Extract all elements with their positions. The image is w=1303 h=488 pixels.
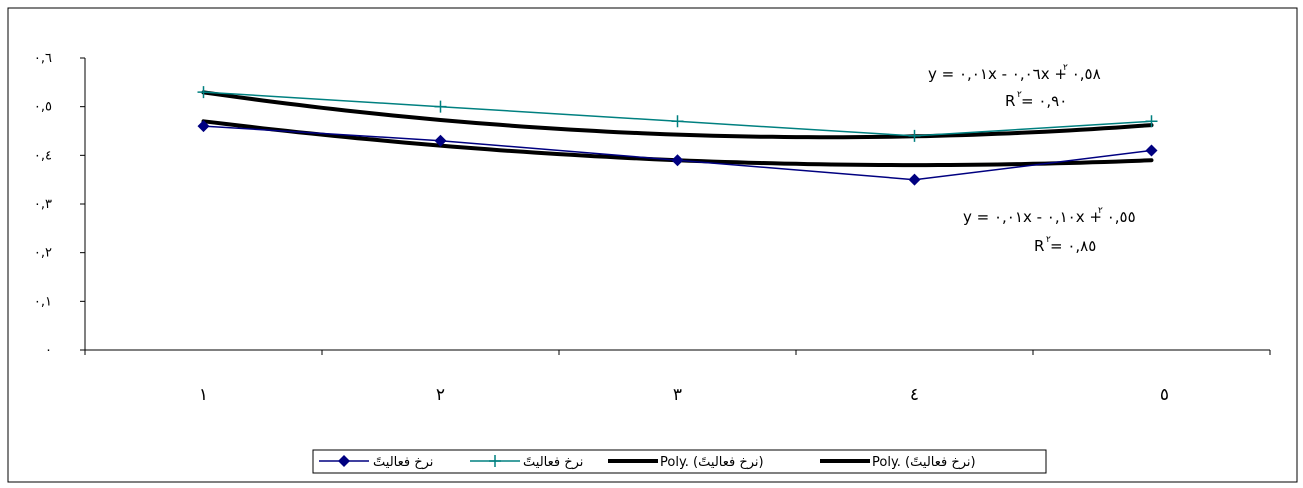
svg-text:y = ٠,٠١x - ٠,٠٦x + ٠,٥٨: y = ٠,٠١x - ٠,٠٦x + ٠,٥٨: [928, 65, 1101, 83]
trendline-equation-lower: y = ٠,٠١x - ٠,١٠x + ٠,٥٥ ٢ R ٢ = ٠,٨٥: [963, 206, 1136, 255]
trendline-curve: [201, 90, 1154, 140]
legend-item-series-1: نرخ فعاليتً: [319, 455, 433, 470]
y-tick-label: ٠,٦: [34, 51, 52, 66]
legend-label: نرخ فعاليتً: [523, 455, 583, 470]
y-tick-label: ٠: [45, 343, 52, 358]
data-point-plus: [671, 115, 684, 128]
chart-area-border: [7, 7, 1298, 483]
x-tick-label: ٣: [673, 385, 682, 405]
legend-box: [312, 449, 1047, 474]
data-point-plus: [434, 100, 447, 113]
data-point-diamond: [434, 134, 447, 147]
x-tick-label: ١: [199, 385, 208, 405]
data-point-plus: [908, 129, 921, 142]
x-tick-label: ٥: [1160, 385, 1169, 405]
y-ticks: ٠ ٠,١ ٠,٢ ٠,٣ ٠,٤ ٠,٥ ٠,٦: [34, 51, 85, 358]
plus-marker-icon: [489, 455, 501, 467]
r2-value: = ٠,٨٥: [1050, 237, 1096, 255]
legend-item-series-2: نرخ فعاليتً: [470, 455, 583, 470]
y-tick-label: ٠,٤: [34, 148, 52, 163]
y-tick-label: ٠,٣: [34, 197, 52, 212]
legend-label: Poly. (نرخ فعاليتً): [872, 455, 976, 470]
trendline-equation-upper: y = ٠,٠١x - ٠,٠٦x + ٠,٥٨ ٢ R ٢ = ٠,٩٠: [928, 63, 1101, 110]
r2-value: = ٠,٩٠: [1021, 92, 1067, 110]
data-point-diamond: [197, 120, 210, 133]
x-tick-label: ٤: [910, 385, 919, 405]
data-point-diamond: [1145, 144, 1158, 157]
legend-label: نرخ فعاليتً: [373, 455, 433, 470]
r2-prefix: R: [1005, 92, 1015, 110]
data-point-diamond: [908, 173, 921, 186]
equation-exponent: ٢: [1063, 63, 1068, 73]
legend: نرخ فعاليتً نرخ فعاليتً Poly. (نرخ فعالي…: [312, 449, 1047, 474]
y-tick-label: ٠,٥: [34, 100, 52, 115]
series: [197, 86, 1158, 186]
data-point-plus: [197, 86, 210, 99]
equation-text: y = ٠,٠١x - ٠,٠٦x + ٠,٥٨: [928, 65, 1101, 83]
equation-exponent: ٢: [1098, 206, 1103, 216]
legend-label: Poly. (نرخ فعاليتً): [660, 455, 764, 470]
svg-text:= ٠,٨٥: = ٠,٨٥: [1050, 237, 1096, 255]
equation-text: y = ٠,٠١x - ٠,١٠x + ٠,٥٥: [963, 208, 1136, 226]
svg-text:y = ٠,٠١x - ٠,١٠x + ٠,٥٥: y = ٠,٠١x - ٠,١٠x + ٠,٥٥: [963, 208, 1136, 226]
svg-text:R: R: [1034, 237, 1044, 255]
r2-exponent: ٢: [1046, 235, 1051, 245]
y-tick-label: ٠,٢: [34, 246, 52, 261]
x-tick-label: ٢: [436, 385, 445, 405]
legend-item-trend-1: Poly. (نرخ فعاليتً): [608, 455, 764, 470]
r2-exponent: ٢: [1017, 90, 1022, 100]
svg-text:= ٠,٩٠: = ٠,٩٠: [1021, 92, 1067, 110]
r2-prefix: R: [1034, 237, 1044, 255]
data-point-plus: [1145, 115, 1158, 128]
data-point-diamond: [671, 154, 684, 167]
x-ticks: ١ ٢ ٣ ٤ ٥: [84, 350, 1271, 405]
diamond-marker-icon: [338, 455, 350, 467]
legend-item-trend-2: Poly. (نرخ فعاليتً): [820, 455, 976, 470]
y-tick-label: ٠,١: [34, 294, 52, 309]
svg-text:R: R: [1005, 92, 1015, 110]
